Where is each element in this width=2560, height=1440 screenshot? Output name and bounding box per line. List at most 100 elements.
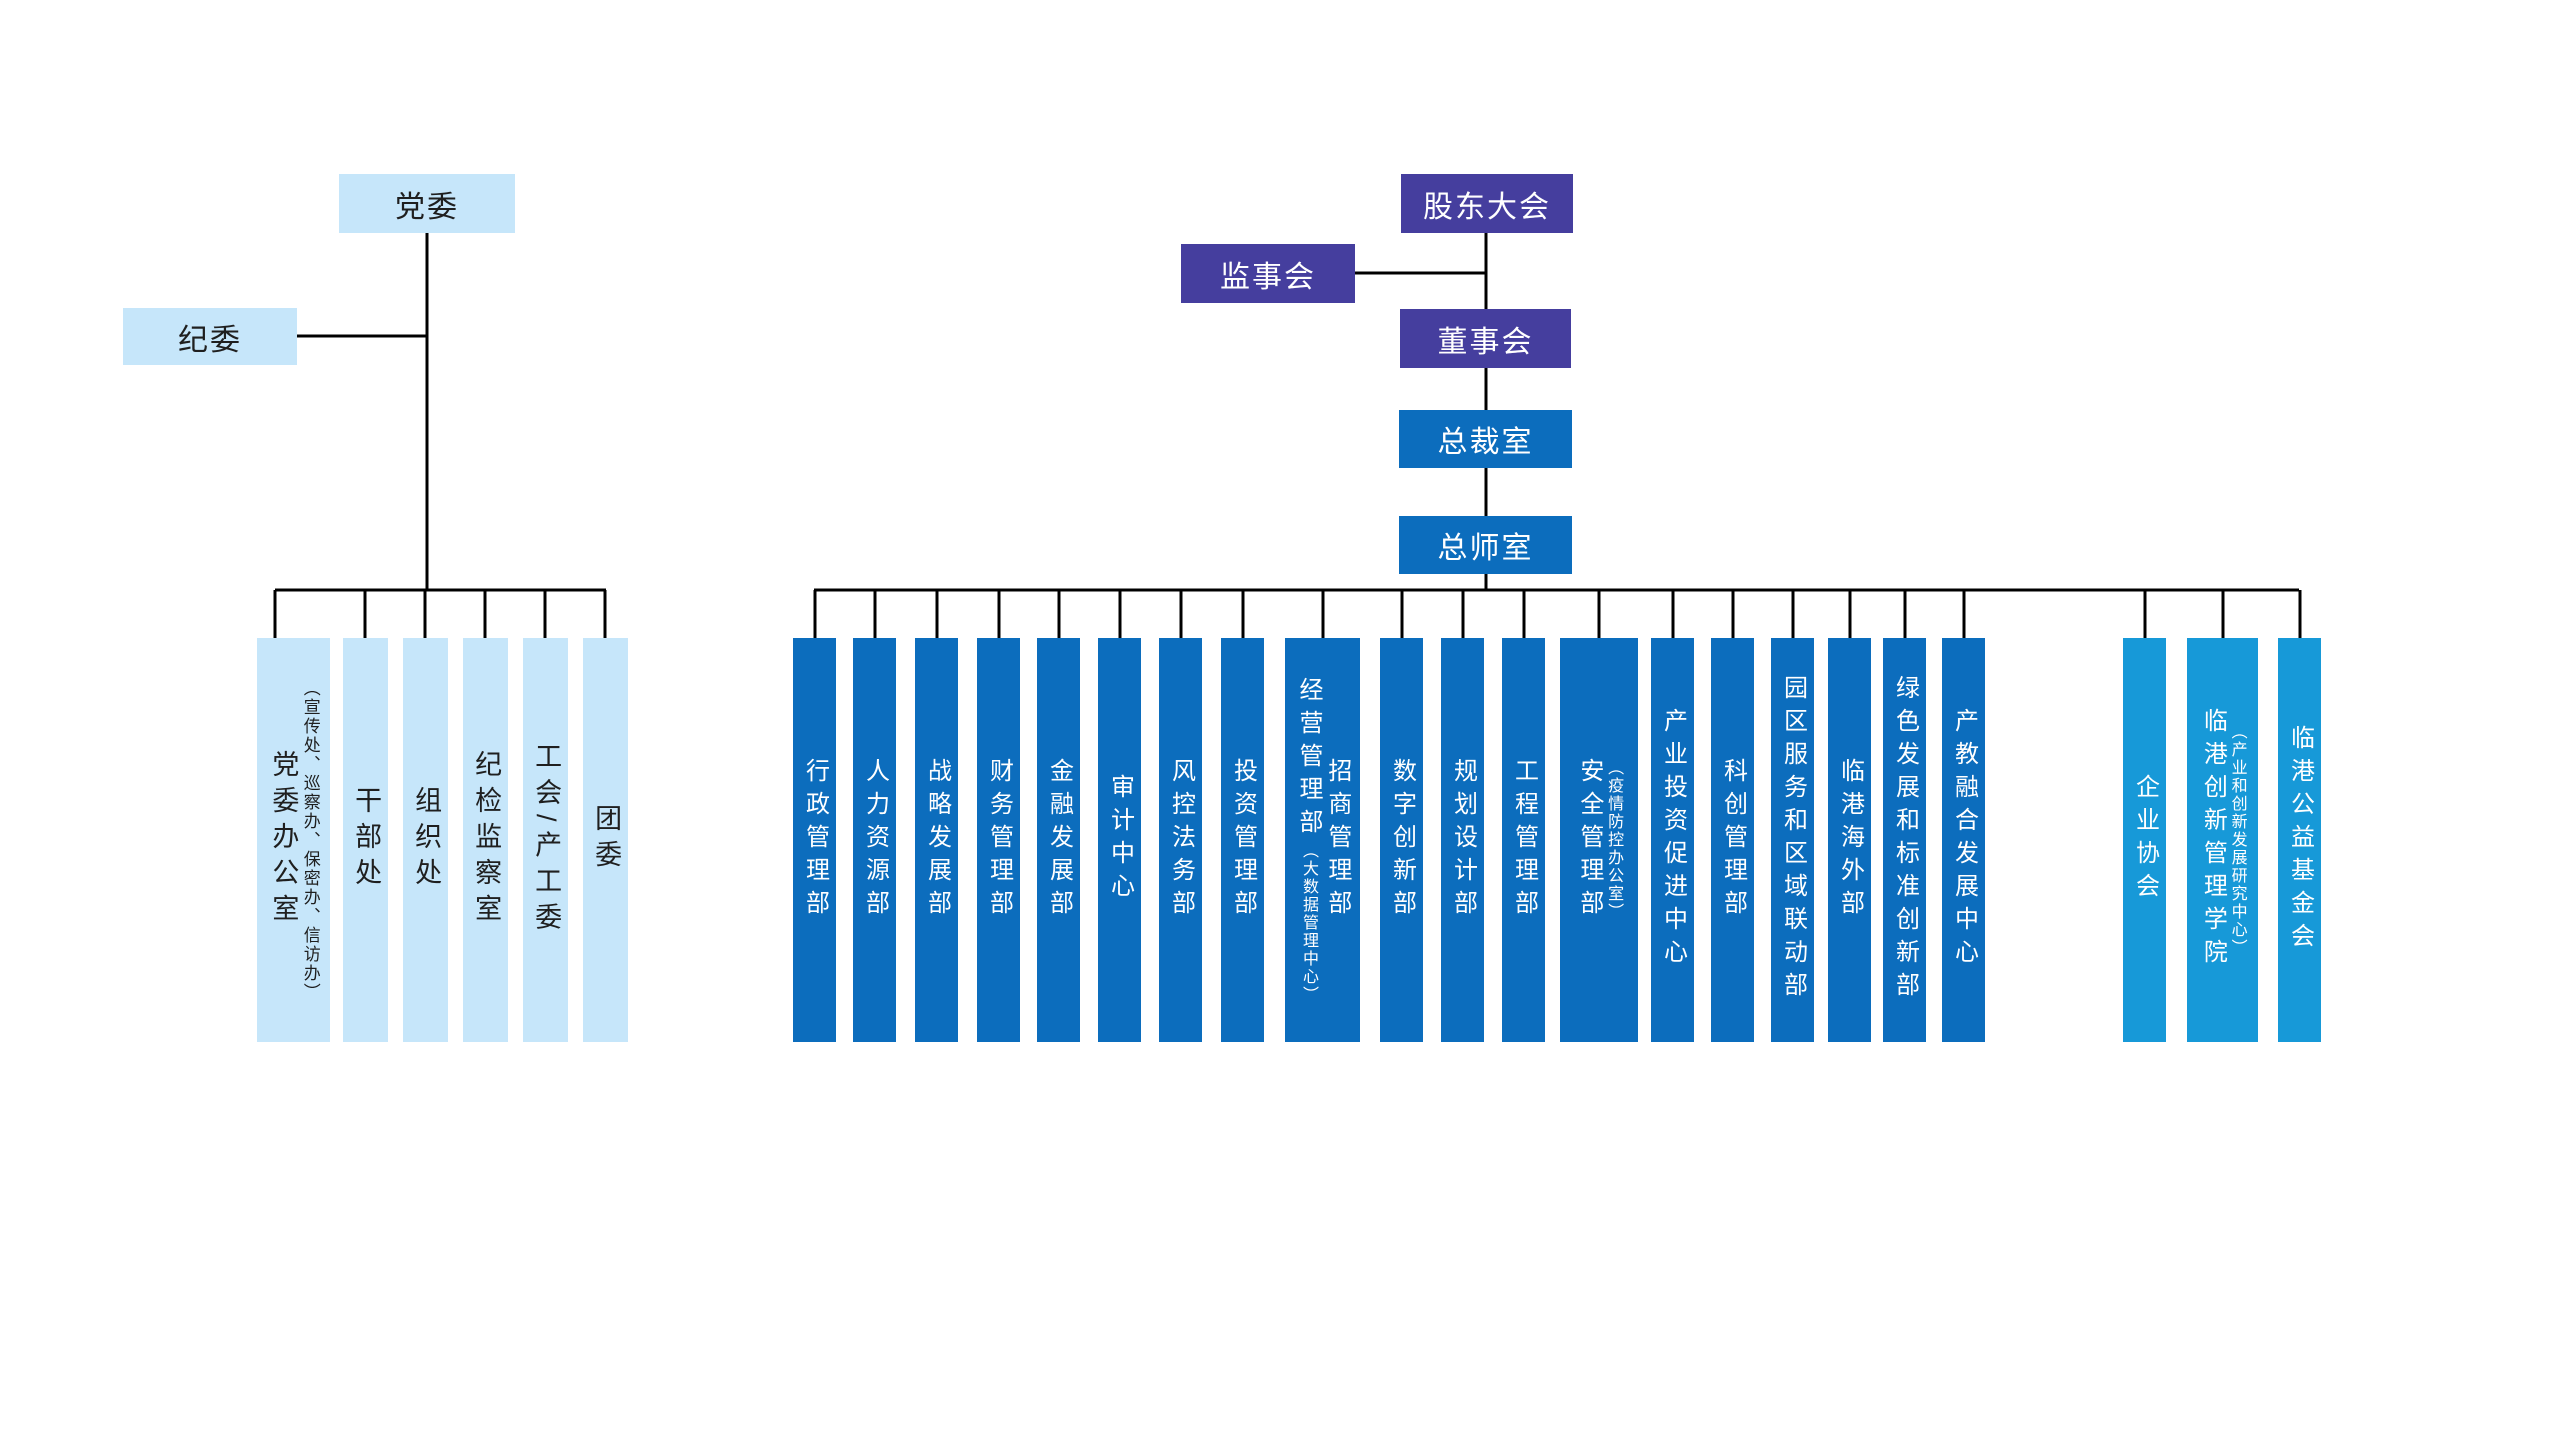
node-supervisory-board: 监事会	[1181, 244, 1355, 303]
node-label: 总师室	[1437, 532, 1534, 565]
dept-column: 财务管理部	[985, 757, 1013, 923]
dept-label: 干部处	[351, 786, 382, 894]
admin-dept-box: 金融发展部	[1037, 638, 1080, 1042]
dept-label: 党委办公室	[268, 750, 299, 930]
dept-column: （疫情防控办公室）	[1605, 759, 1622, 921]
admin-dept-box: 审计中心	[1098, 638, 1141, 1042]
dept-column: 规划设计部	[1449, 757, 1477, 923]
node-president-office: 总裁室	[1399, 410, 1572, 468]
admin-dept-box: 投资管理部	[1221, 638, 1264, 1042]
dept-column: 招商管理部	[1323, 757, 1351, 923]
dept-sub-label: （大数据管理中心）	[1300, 841, 1317, 1004]
dept-column: 人力资源部	[861, 758, 888, 923]
dept-column: 科创管理部	[1719, 757, 1747, 923]
dept-column: 企业协会	[2131, 774, 2159, 906]
dept-column: （产业和创新发展研究中心）	[2228, 723, 2246, 957]
dept-label: 战略发展部	[923, 757, 951, 923]
dept-label: 招商管理部	[1323, 757, 1351, 923]
dept-label: 经营管理部	[1295, 676, 1322, 842]
node-label: 纪委	[178, 323, 242, 357]
admin-dept-box: 产业投资促进中心	[1651, 638, 1694, 1042]
party-dept-box: 干部处	[343, 638, 388, 1042]
dept-label: 团委	[591, 804, 622, 876]
admin-dept-box: 规划设计部	[1441, 638, 1484, 1042]
admin-dept-box: 临港海外部	[1828, 638, 1871, 1042]
node-party-committee: 党委	[339, 174, 515, 233]
party-dept-box: 党委办公室 （宣传处、巡察办、保密办、信访办）	[257, 638, 330, 1042]
party-dept-box: 工会/产工委	[523, 638, 568, 1042]
dept-label: 企业协会	[2131, 774, 2159, 906]
affiliate-box: 临港创新管理学院 （产业和创新发展研究中心）	[2187, 638, 2258, 1042]
dept-column: 风控法务部	[1167, 757, 1195, 923]
dept-label: 产业投资促进中心	[1659, 708, 1687, 972]
dept-label: 风控法务部	[1167, 757, 1195, 923]
dept-label: 园区服务和区域联动部	[1779, 675, 1807, 1005]
dept-column: 经营管理部（大数据管理中心）	[1295, 676, 1322, 1004]
dept-label: 绿色发展和标准创新部	[1891, 675, 1919, 1005]
dept-label: 工会/产工委	[531, 741, 562, 939]
dept-column: 临港公益基金会	[2286, 724, 2314, 956]
party-dept-box: 纪检监察室	[463, 638, 508, 1042]
party-dept-box: 组织处	[403, 638, 448, 1042]
dept-label: 安全管理部	[1575, 757, 1603, 923]
dept-column: 党委办公室	[268, 750, 299, 930]
dept-column: （宣传处、巡察办、保密办、信访办）	[300, 679, 320, 1002]
dept-sub-label: （产业和创新发展研究中心）	[2228, 723, 2246, 957]
admin-dept-box: 数字创新部	[1380, 638, 1423, 1042]
dept-column: 工会/产工委	[531, 741, 562, 939]
dept-column: 审计中心	[1106, 774, 1134, 906]
admin-dept-box: 风控法务部	[1159, 638, 1202, 1042]
admin-dept-box: 经营管理部（大数据管理中心） 招商管理部	[1285, 638, 1360, 1042]
admin-dept-box: 战略发展部	[915, 638, 958, 1042]
dept-label: 金融发展部	[1045, 757, 1073, 923]
admin-dept-box: 绿色发展和标准创新部	[1883, 638, 1926, 1042]
admin-dept-box: 产教融合发展中心	[1942, 638, 1985, 1042]
admin-dept-box: 安全管理部 （疫情防控办公室）	[1560, 638, 1638, 1042]
admin-dept-box: 财务管理部	[977, 638, 1020, 1042]
node-chief-engineer-office: 总师室	[1399, 516, 1572, 574]
dept-label: 规划设计部	[1449, 757, 1477, 923]
admin-dept-box: 科创管理部	[1711, 638, 1754, 1042]
node-label: 监事会	[1220, 260, 1316, 294]
dept-column: 绿色发展和标准创新部	[1891, 675, 1919, 1005]
dept-column: 产业投资促进中心	[1659, 708, 1687, 972]
admin-dept-box: 工程管理部	[1502, 638, 1545, 1042]
node-board-of-directors: 董事会	[1400, 309, 1571, 368]
dept-column: 数字创新部	[1388, 757, 1416, 923]
party-dept-box: 团委	[583, 638, 628, 1042]
admin-dept-box: 行政管理部	[793, 638, 836, 1042]
dept-label: 科创管理部	[1719, 757, 1747, 923]
dept-column: 团委	[591, 804, 622, 876]
dept-column: 安全管理部	[1575, 757, 1603, 923]
dept-label: 审计中心	[1106, 774, 1134, 906]
dept-label: 组织处	[411, 786, 442, 894]
dept-column: 战略发展部	[923, 757, 951, 923]
dept-column: 行政管理部	[801, 757, 829, 923]
node-label: 董事会	[1437, 325, 1534, 359]
dept-column: 干部处	[351, 786, 382, 894]
admin-dept-box: 园区服务和区域联动部	[1771, 638, 1814, 1042]
dept-label: 纪检监察室	[471, 750, 502, 930]
node-shareholders-meeting: 股东大会	[1401, 174, 1573, 233]
dept-label: 财务管理部	[985, 757, 1013, 923]
dept-column: 临港海外部	[1836, 757, 1864, 923]
dept-column: 组织处	[411, 786, 442, 894]
dept-column: 投资管理部	[1229, 757, 1257, 923]
affiliate-box: 企业协会	[2123, 638, 2166, 1042]
dept-column: 工程管理部	[1510, 757, 1538, 923]
dept-column: 纪检监察室	[471, 750, 502, 930]
dept-label: 临港创新管理学院	[2199, 708, 2227, 972]
dept-label: 工程管理部	[1510, 757, 1538, 923]
dept-label: 临港海外部	[1836, 757, 1864, 923]
dept-label: 临港公益基金会	[2286, 724, 2314, 956]
node-label: 股东大会	[1423, 190, 1551, 224]
dept-column: 金融发展部	[1045, 757, 1073, 923]
dept-column: 产教融合发展中心	[1950, 708, 1977, 972]
admin-dept-box: 人力资源部	[853, 638, 896, 1042]
dept-label: 数字创新部	[1388, 757, 1416, 923]
affiliate-box: 临港公益基金会	[2278, 638, 2321, 1042]
dept-label: 行政管理部	[801, 757, 829, 923]
dept-label: 投资管理部	[1229, 757, 1257, 923]
